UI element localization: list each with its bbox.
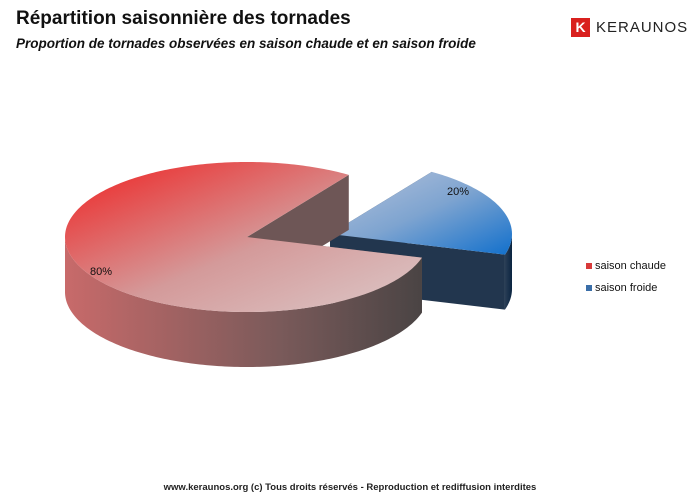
slice-saison-froide-top <box>330 171 512 255</box>
legend-item-saison-chaude: saison chaude <box>586 255 666 277</box>
legend-label: saison froide <box>595 282 658 294</box>
legend: saison chaude saison froide <box>586 255 666 299</box>
keraunos-logo: K KERAUNOS <box>571 18 688 37</box>
slice-saison-chaude-top <box>65 162 422 312</box>
chart-subtitle: Proportion de tornades observées en sais… <box>16 36 476 51</box>
data-label-saison-chaude: 80% <box>90 266 113 278</box>
logo-text: KERAUNOS <box>596 19 689 36</box>
data-label-saison-froide: 20% <box>447 186 470 198</box>
legend-label: saison chaude <box>595 260 666 272</box>
legend-swatch <box>586 263 592 269</box>
slice-saison-chaude-side <box>65 237 422 367</box>
legend-swatch <box>586 285 592 291</box>
footer-copyright: www.keraunos.org (c) Tous droits réservé… <box>163 482 537 493</box>
slice-saison-froide-side <box>504 234 512 310</box>
logo-k-icon: K <box>571 18 590 37</box>
chart-title: Répartition saisonnière des tornades <box>16 8 351 29</box>
legend-item-saison-froide: saison froide <box>586 277 666 299</box>
